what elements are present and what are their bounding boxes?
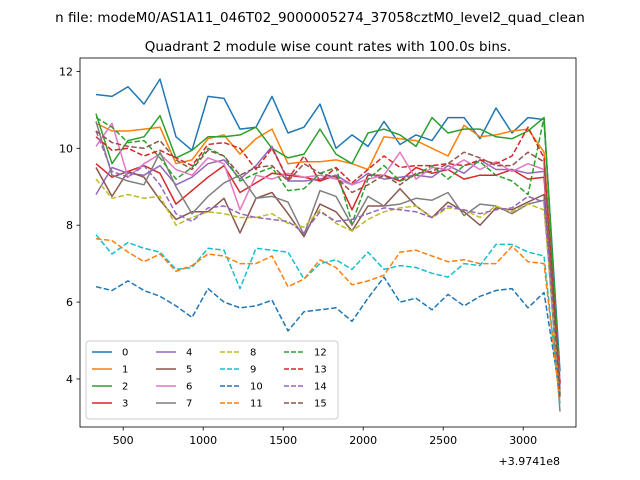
legend-label-6: 6 xyxy=(186,382,192,393)
legend-label-1: 1 xyxy=(122,365,128,376)
legend-label-9: 9 xyxy=(250,365,256,376)
legend-box xyxy=(85,340,339,420)
legend-label-5: 5 xyxy=(186,365,192,376)
legend-label-0: 0 xyxy=(122,348,128,359)
chart-title: Quadrant 2 module wise count rates with … xyxy=(145,39,511,55)
legend-label-13: 13 xyxy=(314,365,327,376)
x-tick-label: 3000 xyxy=(509,434,537,447)
legend-label-4: 4 xyxy=(186,348,192,359)
series-line-7 xyxy=(95,121,561,412)
series-line-9 xyxy=(95,234,561,404)
series-line-11 xyxy=(95,237,561,403)
y-tick-label: 10 xyxy=(59,142,73,155)
series-line-12 xyxy=(95,116,561,395)
legend-label-12: 12 xyxy=(314,348,327,359)
x-tick-label: 2000 xyxy=(349,434,377,447)
legend-label-10: 10 xyxy=(250,382,263,393)
series-line-2 xyxy=(95,113,561,383)
x-tick-label: 500 xyxy=(113,434,134,447)
series-line-0 xyxy=(95,78,561,372)
plot-area xyxy=(79,57,577,428)
legend-label-2: 2 xyxy=(122,382,128,393)
legend-label-8: 8 xyxy=(250,348,256,359)
series-line-3 xyxy=(95,163,561,391)
legend-label-15: 15 xyxy=(314,399,327,410)
series-line-5 xyxy=(95,167,561,397)
legend-label-7: 7 xyxy=(186,399,192,410)
legend-label-11: 11 xyxy=(250,399,263,410)
y-tick-label: 8 xyxy=(66,219,73,232)
series-line-13 xyxy=(95,126,561,385)
series-line-15 xyxy=(95,130,561,399)
legend-label-14: 14 xyxy=(314,382,327,393)
y-tick-label: 6 xyxy=(66,296,73,309)
x-offset-label: +3.9741e8 xyxy=(499,455,560,468)
legend-label-3: 3 xyxy=(122,399,128,410)
figure-suptitle: n file: modeM0/AS1A11_046T02_9000005274_… xyxy=(55,10,585,26)
x-tick-label: 1500 xyxy=(269,434,297,447)
x-tick-label: 1000 xyxy=(189,434,217,447)
series-line-10 xyxy=(95,276,561,395)
series-line-14 xyxy=(95,130,561,389)
x-tick-label: 2500 xyxy=(429,434,457,447)
y-tick-label: 4 xyxy=(66,373,73,386)
series-line-6 xyxy=(95,122,561,381)
y-tick-label: 12 xyxy=(59,65,73,78)
plot-frame xyxy=(79,57,577,428)
